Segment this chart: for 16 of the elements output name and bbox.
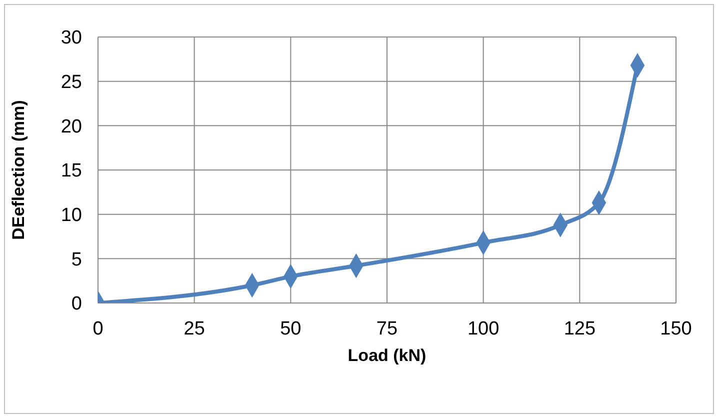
x-tick-label: 0 [92, 318, 104, 340]
x-tick-label: 100 [467, 318, 500, 340]
x-tick-label: 150 [660, 318, 692, 340]
x-tick-label: 50 [280, 318, 302, 340]
x-tick-label: 75 [376, 318, 398, 340]
y-tick-label: 10 [60, 205, 82, 226]
y-tick-label: 25 [60, 72, 82, 94]
x-tick-label: 125 [564, 318, 596, 340]
y-tick-label: 20 [60, 116, 82, 138]
y-tick-label: 5 [71, 249, 82, 270]
y-tick-label: 30 [60, 28, 82, 49]
y-tick-label: 0 [71, 294, 82, 315]
y-axis-title: DEeflection (mm) [9, 100, 28, 240]
y-tick-label: 15 [60, 160, 82, 182]
x-tick-label: 25 [184, 318, 205, 340]
x-axis-title: Load (kN) [348, 346, 426, 365]
